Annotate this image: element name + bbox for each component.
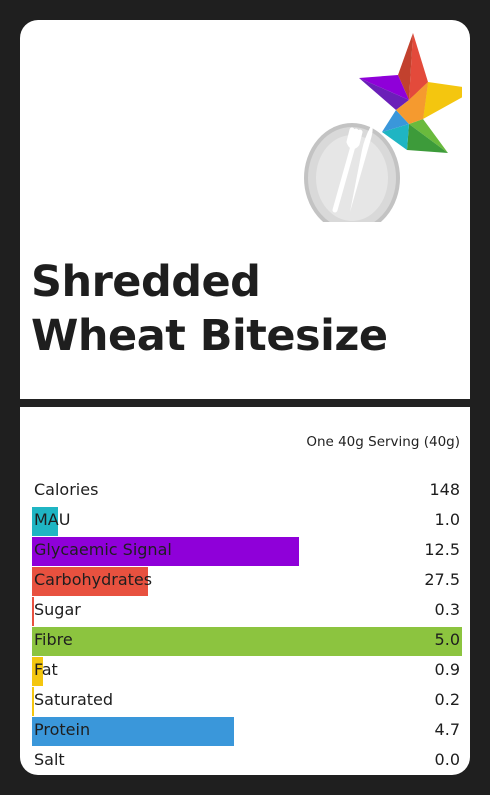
product-title: Shredded Wheat Bitesize — [31, 255, 451, 363]
nutrient-row: Salt 0.0 — [32, 745, 460, 775]
nutrient-value: 1.0 — [434, 510, 460, 529]
nutrient-row: Saturated 0.2 — [32, 685, 460, 716]
nutrient-row: Sugar 0.3 — [32, 595, 460, 626]
nutrient-list: Calories 148 MAU 1.0 Glycaemic Signal 12.5 Car… — [32, 475, 462, 775]
nutrient-level-bar — [32, 687, 34, 716]
nutrient-row: Glycaemic Signal 12.5 — [32, 535, 460, 566]
nutrient-label: Glycaemic Signal — [34, 540, 172, 559]
nutrient-label: Calories — [34, 480, 99, 499]
serving-size: One 40g Serving (40g) — [306, 434, 460, 450]
nutrient-value: 5.0 — [434, 630, 460, 649]
nutrient-level-bar — [32, 627, 462, 656]
nutrient-level-bar — [32, 717, 234, 746]
card-header: Shredded Wheat Bitesize — [20, 20, 470, 399]
nutrient-value: 0.0 — [434, 750, 460, 769]
title-line-2: Wheat Bitesize — [31, 311, 388, 361]
nutrient-row: Fibre 5.0 — [32, 625, 462, 656]
star-plate-logo-icon — [304, 33, 462, 222]
nutrient-level-bar — [32, 567, 148, 596]
nutrient-label: Salt — [34, 750, 65, 769]
nutrient-value: 12.5 — [424, 540, 460, 559]
nutrient-label: MAU — [34, 510, 71, 529]
nutrient-row: Protein 4.7 — [32, 715, 460, 746]
nutrient-value: 4.7 — [434, 720, 460, 739]
nutrient-label: Saturated — [34, 690, 114, 709]
nutrient-level-bar — [32, 597, 34, 626]
nutrition-card: Shredded Wheat Bitesize One 40g Serving … — [20, 20, 470, 775]
nutrient-value: 0.9 — [434, 660, 460, 679]
nutrient-level-bar — [32, 657, 43, 686]
nutrient-row: Carbohydrates 27.5 — [32, 565, 460, 596]
nutrient-value: 148 — [429, 480, 460, 499]
nutrient-value: 0.3 — [434, 600, 460, 619]
nutrient-label: Fibre — [34, 630, 73, 649]
title-line-1: Shredded — [31, 257, 261, 307]
nutrient-level-bar — [32, 537, 299, 566]
nutrient-value: 27.5 — [424, 570, 460, 589]
nutrient-label: Fat — [34, 660, 58, 679]
nutrient-row: Calories 148 — [32, 475, 460, 505]
nutrient-label: Sugar — [34, 600, 81, 619]
nutrient-label: Carbohydrates — [34, 570, 153, 589]
nutrition-panel: One 40g Serving (40g) Calories 148 MAU 1.0 G… — [20, 407, 470, 775]
nutrient-level-bar — [32, 507, 58, 536]
nutrient-label: Protein — [34, 720, 91, 739]
nutrient-value: 0.2 — [434, 690, 460, 709]
nutrient-row: Fat 0.9 — [32, 655, 460, 686]
nutrient-row: MAU 1.0 — [32, 505, 460, 536]
